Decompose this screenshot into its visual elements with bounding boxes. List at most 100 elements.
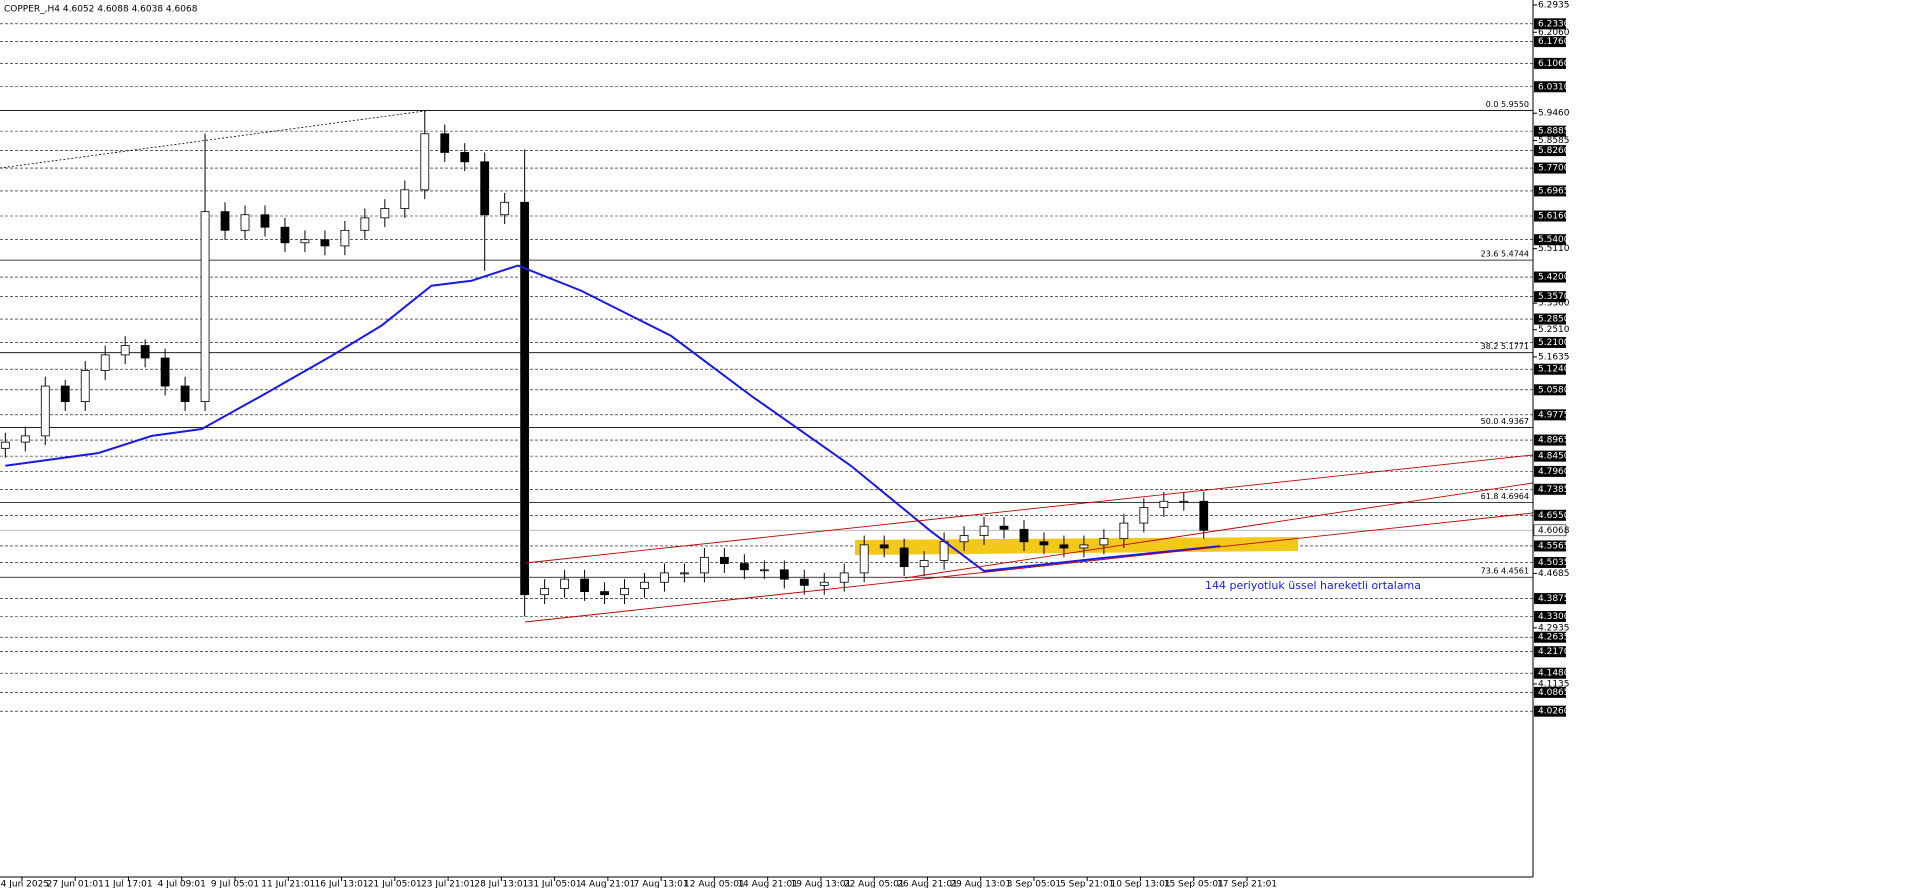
level-label-box bbox=[1534, 465, 1566, 477]
x-tick-label: 4 Aug 21:01 bbox=[580, 880, 635, 888]
level-label-box bbox=[1534, 57, 1566, 69]
x-tick-label: 4 Jul 09:01 bbox=[158, 880, 206, 888]
fib-label: 38.2 5.1771 bbox=[1481, 342, 1529, 351]
candle-body bbox=[80, 370, 90, 403]
candle-body bbox=[979, 525, 989, 536]
candle-body bbox=[420, 133, 430, 191]
x-tick-label: 10 Sep 13:01 bbox=[1110, 880, 1170, 888]
x-tick-label: 12 Aug 05:01 bbox=[684, 880, 745, 888]
candle-body bbox=[779, 569, 789, 580]
annotation: 144 periyotluk üssel hareketli ortalama bbox=[1205, 579, 1421, 592]
x-tick-label: 23 Jul 21:01 bbox=[421, 880, 475, 888]
candle-body bbox=[1039, 541, 1049, 546]
candle-body bbox=[140, 345, 150, 359]
candle-body bbox=[1059, 544, 1069, 549]
candle-body bbox=[859, 544, 869, 574]
level-label: 4.5035 bbox=[1538, 558, 1570, 568]
candle-body bbox=[1159, 500, 1169, 508]
x-tick-label: 26 Aug 21:01 bbox=[897, 880, 958, 888]
candle-body bbox=[799, 578, 809, 586]
level-label: 5.5400 bbox=[1538, 235, 1570, 245]
candle-body bbox=[440, 133, 450, 153]
candle-body bbox=[180, 385, 190, 403]
candle-body bbox=[220, 211, 230, 231]
x-tick-label: 1 Jul 17:01 bbox=[104, 880, 152, 888]
candle-body bbox=[719, 556, 729, 564]
x-tick-label: 31 Jul 05:01 bbox=[528, 880, 582, 888]
y-tick-label: 6.2060 bbox=[1538, 28, 1570, 38]
level-label: 5.2100 bbox=[1538, 338, 1570, 348]
candle-body bbox=[660, 572, 669, 583]
level-label-box bbox=[1534, 540, 1566, 552]
channel-line bbox=[524, 454, 1534, 564]
level-label: 4.8965 bbox=[1538, 436, 1570, 446]
fib-label: 73.6 4.4561 bbox=[1481, 567, 1529, 576]
level-label: 4.0260 bbox=[1538, 707, 1570, 717]
candle-body bbox=[560, 578, 569, 589]
level-label-box bbox=[1534, 384, 1566, 396]
level-label: 4.9775 bbox=[1538, 410, 1570, 420]
candle-body bbox=[100, 354, 110, 371]
level-label: 5.2850 bbox=[1538, 315, 1570, 325]
level-label-box bbox=[1534, 509, 1566, 521]
level-label: 5.0580 bbox=[1538, 385, 1570, 395]
x-tick-label: 16 Jul 13:01 bbox=[315, 880, 369, 888]
level-label: 5.1240 bbox=[1538, 365, 1570, 375]
level-label: 4.7385 bbox=[1538, 485, 1570, 495]
level-label-box bbox=[1534, 271, 1566, 283]
level-label-box bbox=[1534, 667, 1566, 679]
candle-body bbox=[60, 385, 70, 403]
level-label-box bbox=[1534, 450, 1566, 462]
candle-body bbox=[1019, 528, 1029, 543]
candle-body bbox=[1119, 522, 1129, 540]
level-label: 4.2170 bbox=[1538, 647, 1570, 657]
level-label-box bbox=[1534, 686, 1566, 698]
y-tick-label: 4.2935 bbox=[1538, 623, 1570, 633]
level-label-box bbox=[1534, 409, 1566, 421]
level-label-box bbox=[1534, 593, 1566, 605]
candle-body bbox=[120, 345, 130, 356]
level-label-box bbox=[1534, 363, 1566, 375]
level-label: 6.1060 bbox=[1538, 59, 1570, 69]
x-tick-label: 28 Jul 13:01 bbox=[474, 880, 528, 888]
candle-body bbox=[600, 591, 609, 596]
level-label: 5.3570 bbox=[1538, 292, 1570, 302]
candle-body bbox=[879, 544, 889, 549]
x-tick-label: 5 Sep 21:01 bbox=[1060, 880, 1114, 888]
level-label: 4.6550 bbox=[1538, 511, 1570, 521]
candle-body bbox=[939, 541, 949, 561]
x-tick-label: 19 Aug 13:01 bbox=[791, 880, 852, 888]
candle-body bbox=[680, 572, 689, 575]
level-label-box bbox=[1534, 185, 1566, 197]
level-label-box bbox=[1534, 336, 1566, 348]
level-label: 4.8450 bbox=[1538, 452, 1570, 462]
candle-body bbox=[1179, 500, 1189, 503]
candle-body bbox=[200, 211, 210, 403]
candle-body bbox=[20, 435, 30, 443]
level-label: 6.2330 bbox=[1538, 19, 1570, 29]
level-label-box bbox=[1534, 291, 1566, 303]
level-label: 5.4200 bbox=[1538, 273, 1570, 283]
candle-body bbox=[899, 547, 909, 568]
candle-body bbox=[1139, 507, 1149, 524]
y-tick-label: 5.1635 bbox=[1538, 352, 1570, 362]
x-tick-label: 21 Jul 05:01 bbox=[368, 880, 422, 888]
y-tick-label: 5.9460 bbox=[1538, 109, 1570, 119]
x-tick-label: 11 Jul 21:01 bbox=[261, 880, 315, 888]
candle-body bbox=[839, 572, 849, 583]
ema-line bbox=[5, 264, 1221, 573]
y-tick-label: 6.2935 bbox=[1538, 1, 1570, 11]
level-label: 4.3300 bbox=[1538, 612, 1570, 622]
candle-body bbox=[959, 535, 969, 543]
channel-line bbox=[524, 512, 1534, 623]
candle-body bbox=[0, 441, 10, 449]
level-label: 5.6160 bbox=[1538, 211, 1570, 221]
level-label: 4.5565 bbox=[1538, 541, 1570, 551]
level-label: 4.2635 bbox=[1538, 633, 1570, 643]
fib-label: 50.0 4.9367 bbox=[1481, 417, 1529, 426]
candle-body bbox=[460, 152, 470, 163]
candle-body bbox=[520, 201, 530, 596]
level-label-box bbox=[1534, 631, 1566, 643]
